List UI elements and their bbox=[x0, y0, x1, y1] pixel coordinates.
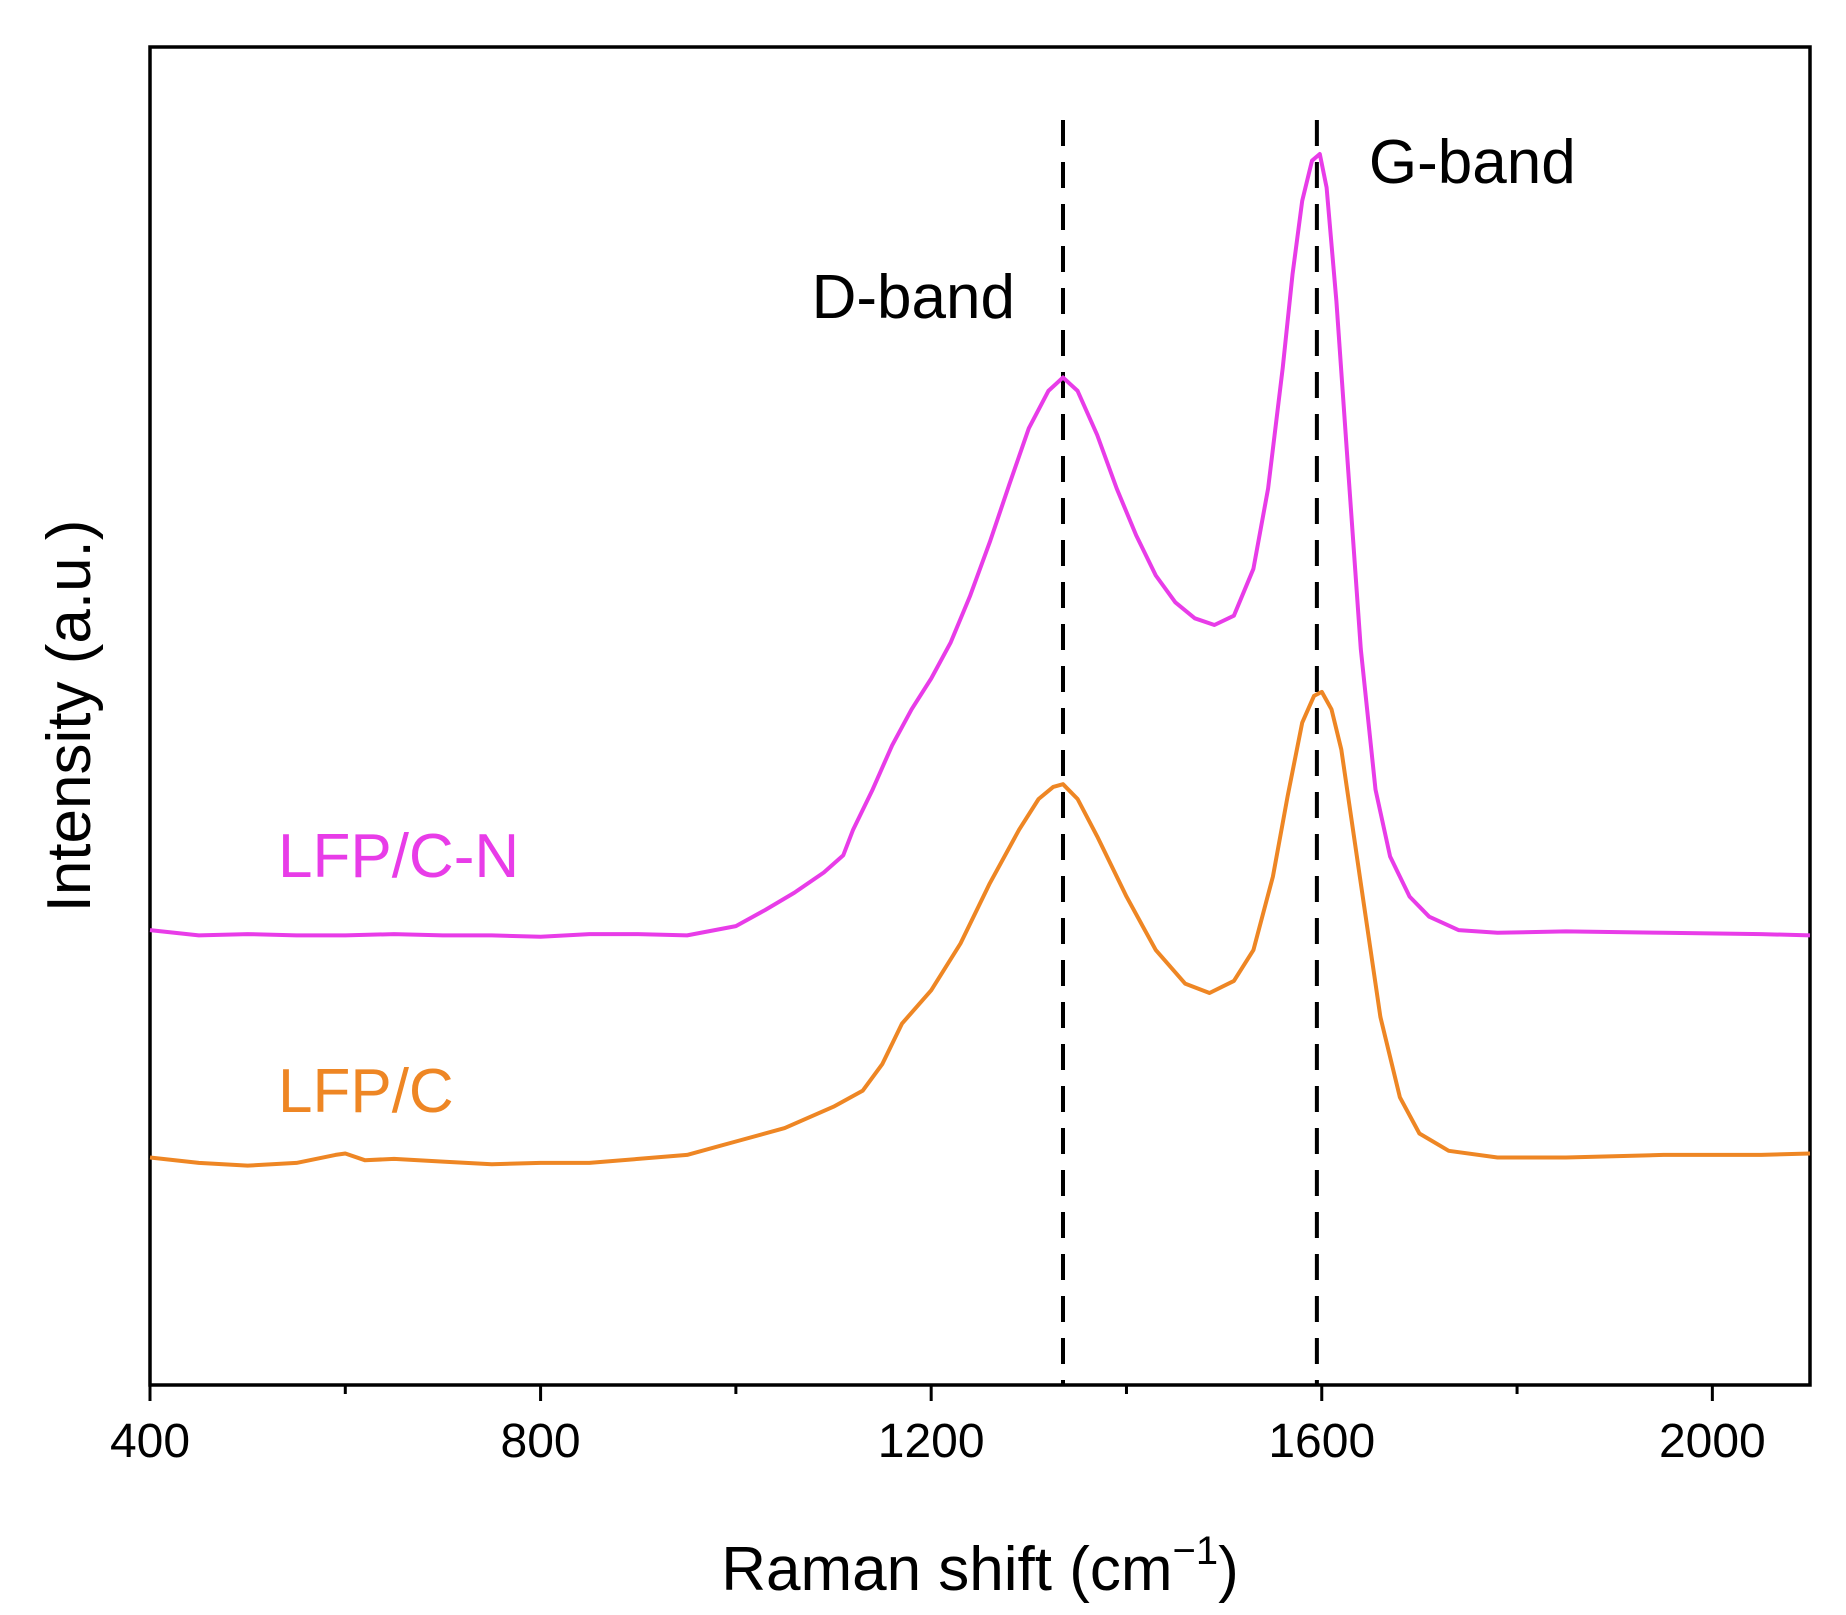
d-band-annotation: D-band bbox=[812, 263, 1015, 332]
x-axis-ticks: 400 800 1200 1600 2000 bbox=[110, 1385, 1766, 1468]
g-band-annotation: G-band bbox=[1369, 128, 1576, 197]
series-label-lfp-c: LFP/C bbox=[278, 1057, 454, 1126]
x-tick-label: 400 bbox=[110, 1415, 190, 1468]
x-tick-label: 1200 bbox=[878, 1415, 985, 1468]
plot-frame bbox=[148, 45, 1812, 1387]
x-tick-label: 800 bbox=[501, 1415, 581, 1468]
series-lines bbox=[149, 152, 1811, 1168]
x-axis-title: Raman shift (cm−1) bbox=[721, 1529, 1239, 1604]
series-line-lfp-c-n bbox=[149, 152, 1811, 939]
series-label-lfp-c-n: LFP/C-N bbox=[278, 822, 519, 891]
reference-lines bbox=[1061, 120, 1319, 1385]
x-axis-title-superscript: −1 bbox=[1173, 1529, 1219, 1573]
y-axis-title: Intensity (a.u.) bbox=[35, 520, 104, 913]
x-tick-label: 2000 bbox=[1659, 1415, 1766, 1468]
series-line-lfp-c bbox=[149, 689, 1811, 1168]
x-tick-label: 1600 bbox=[1268, 1415, 1375, 1468]
x-axis-title-close: ) bbox=[1218, 1535, 1239, 1604]
x-axis-title-main: Raman shift (cm bbox=[721, 1535, 1172, 1604]
